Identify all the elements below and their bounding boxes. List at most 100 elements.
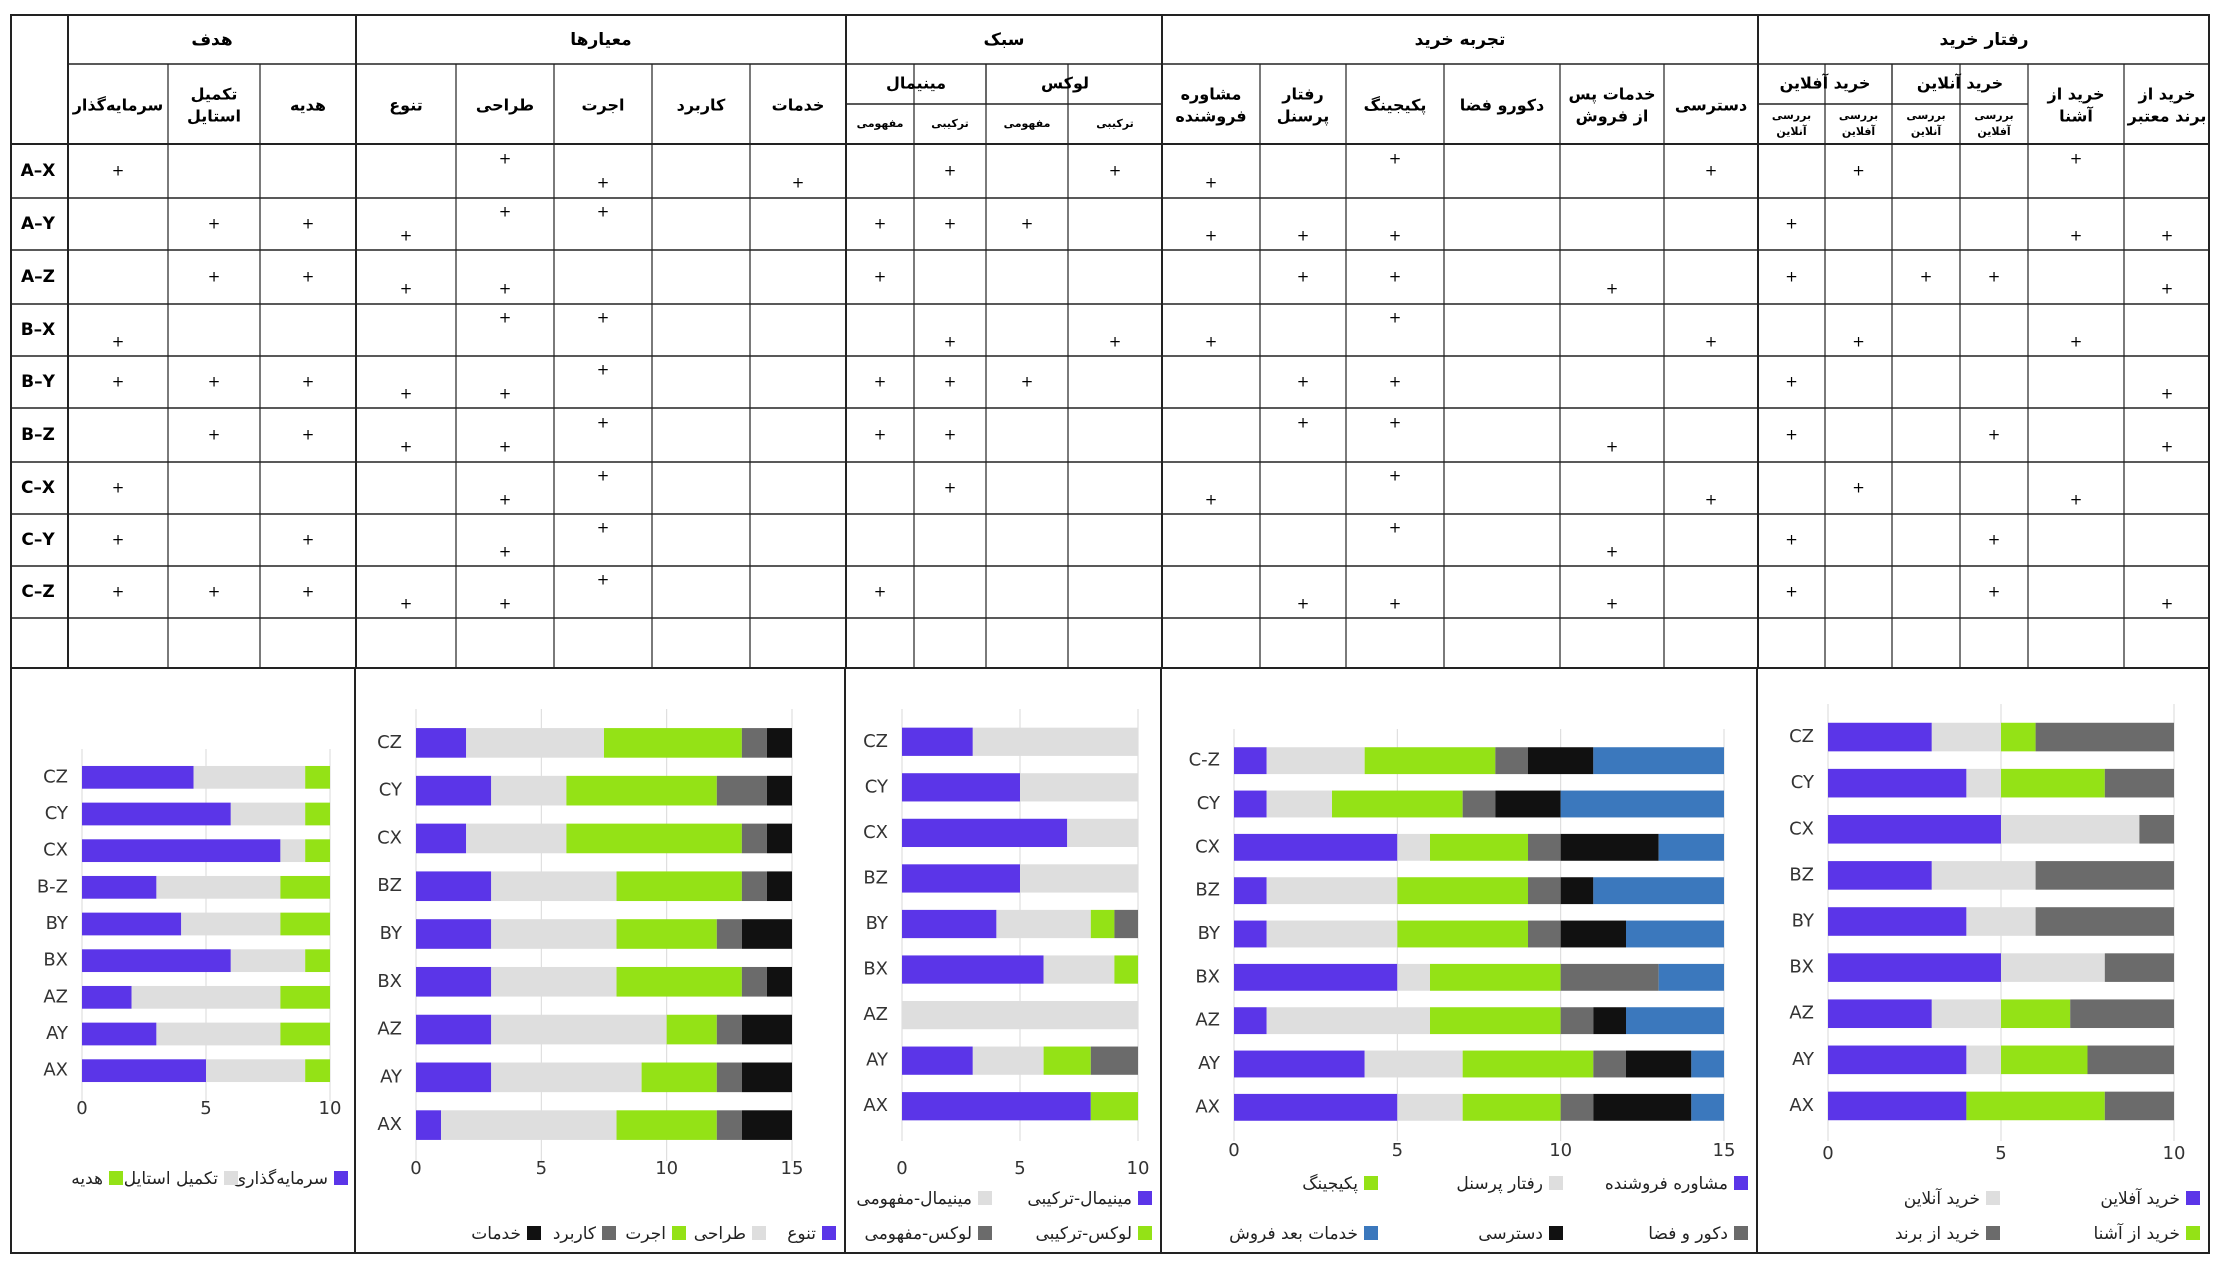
- bar-segment: [1090, 1092, 1138, 1121]
- category-label: BY: [46, 913, 69, 934]
- x-tick-label: 10: [1549, 1140, 1572, 1161]
- column-header-c3: هدیه: [290, 96, 326, 115]
- bar-segment: [280, 1022, 330, 1046]
- matrix-mark: +: [1205, 174, 1218, 192]
- bar-segment: [2001, 768, 2105, 798]
- bar-segment: [902, 1000, 1138, 1030]
- bar-segment: [1828, 999, 1932, 1029]
- legend-label: خرید از برند: [1895, 1224, 1980, 1244]
- x-tick-label: 10: [1127, 1158, 1150, 1179]
- matrix-mark: +: [302, 531, 315, 549]
- legend-swatch: [1734, 1226, 1748, 1240]
- bar-segment: [230, 949, 306, 973]
- bar-segment: [566, 823, 742, 854]
- matrix-mark: +: [1297, 373, 1310, 391]
- bar-segment: [972, 1046, 1044, 1075]
- bar-segment: [1430, 963, 1561, 991]
- bar-segment: [766, 728, 792, 758]
- column-header-c15: پکیجینگ: [1364, 96, 1427, 116]
- bar-segment: [1430, 1007, 1561, 1035]
- bar-segment: [1114, 955, 1138, 984]
- bar-segment: [1397, 833, 1430, 861]
- legend-label: دکور و فضا: [1648, 1224, 1728, 1244]
- bar-segment: [466, 823, 567, 854]
- column-header-c24: خرید از: [2138, 85, 2196, 104]
- subheader-lux: لوکس: [1041, 74, 1089, 93]
- column-header-c7: کاربرد: [677, 96, 726, 115]
- x-tick-label: 0: [896, 1158, 907, 1179]
- bar-segment: [82, 949, 231, 973]
- bar-segment: [305, 1059, 330, 1083]
- category-label: AX: [1789, 1095, 1814, 1116]
- matrix-mark: +: [1389, 268, 1402, 286]
- bar-segment: [1828, 861, 1932, 890]
- subheader-online: خرید آنلاین: [1917, 73, 2003, 93]
- legend-label: مشاوره فروشنده: [1605, 1174, 1728, 1194]
- category-label: CZ: [863, 731, 888, 752]
- category-label: CX: [1195, 836, 1220, 857]
- matrix-mark: +: [208, 583, 221, 601]
- legend-label: خرید آنلاین: [1904, 1187, 1980, 1209]
- bar-segment: [2035, 722, 2174, 752]
- matrix-mark: +: [499, 385, 512, 403]
- category-label: BX: [1195, 966, 1220, 987]
- bar-segment: [1234, 1050, 1365, 1078]
- bar-segment: [2001, 1045, 2088, 1075]
- column-header-c16: دکورو فضا: [1460, 96, 1545, 115]
- matrix-mark: +: [1785, 531, 1798, 549]
- bar-segment: [1234, 747, 1267, 775]
- bar-segment: [1828, 768, 1967, 798]
- legend-label: تنوع: [787, 1224, 816, 1244]
- bar-segment: [1234, 877, 1267, 905]
- bar-segment: [766, 871, 792, 902]
- matrix-mark: +: [112, 531, 125, 549]
- x-tick-label: 0: [1228, 1140, 1239, 1161]
- bar-segment: [716, 1014, 742, 1045]
- bar-segment: [1495, 790, 1561, 818]
- row-label: A–Z: [21, 267, 55, 287]
- bar-segment: [1266, 1007, 1430, 1035]
- legend-swatch: [1986, 1191, 2000, 1205]
- matrix-mark: +: [112, 479, 125, 497]
- bar-segment: [1234, 790, 1267, 818]
- category-label: AY: [380, 1066, 403, 1087]
- bar-segment: [1966, 768, 2001, 798]
- bar-segment: [1266, 747, 1365, 775]
- group-header: رفتار خرید: [1940, 30, 2029, 50]
- x-tick-label: 0: [1822, 1143, 1833, 1164]
- matrix-mark: +: [874, 426, 887, 444]
- x-tick-label: 5: [536, 1158, 547, 1179]
- goal-chart-panel: 0 5 10 AX AY AZ BX BY B-Z CX CY CZ سرمایه‌گذاری تکمیل…: [10, 669, 356, 1254]
- bar-segment: [82, 985, 132, 1009]
- bar-segment: [1593, 747, 1724, 775]
- column-header-c11: مفهومی: [1004, 117, 1051, 130]
- column-header-c22: آفلاین: [1977, 124, 2011, 138]
- bar-segment: [1560, 790, 1724, 818]
- matrix-mark: +: [1852, 479, 1865, 497]
- bar-segment: [1828, 953, 2001, 982]
- bar-segment: [741, 871, 767, 902]
- column-header-c6: اجرت: [581, 96, 624, 115]
- matrix-mark: +: [1297, 595, 1310, 613]
- matrix-mark: +: [1205, 491, 1218, 509]
- bar-segment: [491, 919, 617, 949]
- bar-segment: [1397, 963, 1430, 991]
- bar-segment: [2070, 999, 2174, 1029]
- matrix-mark: +: [1920, 268, 1933, 286]
- bar-segment: [1020, 773, 1138, 802]
- category-label: CY: [865, 776, 889, 797]
- bar-segment: [741, 1110, 792, 1140]
- group-header: سبک: [983, 30, 1024, 50]
- bar-segment: [1593, 1007, 1626, 1035]
- matrix-mark: +: [874, 215, 887, 233]
- column-header-c17: خدمات پس: [1569, 85, 1656, 105]
- legend-label: اجرت: [625, 1224, 666, 1244]
- bar-segment: [741, 919, 792, 949]
- matrix-mark: +: [1785, 426, 1798, 444]
- bar-segment: [2035, 861, 2174, 890]
- bar-segment: [1234, 963, 1398, 991]
- category-label: BY: [1792, 911, 1815, 932]
- legend-swatch: [527, 1226, 541, 1240]
- legend-label: دسترسی: [1478, 1224, 1543, 1244]
- bar-segment: [1397, 1093, 1463, 1121]
